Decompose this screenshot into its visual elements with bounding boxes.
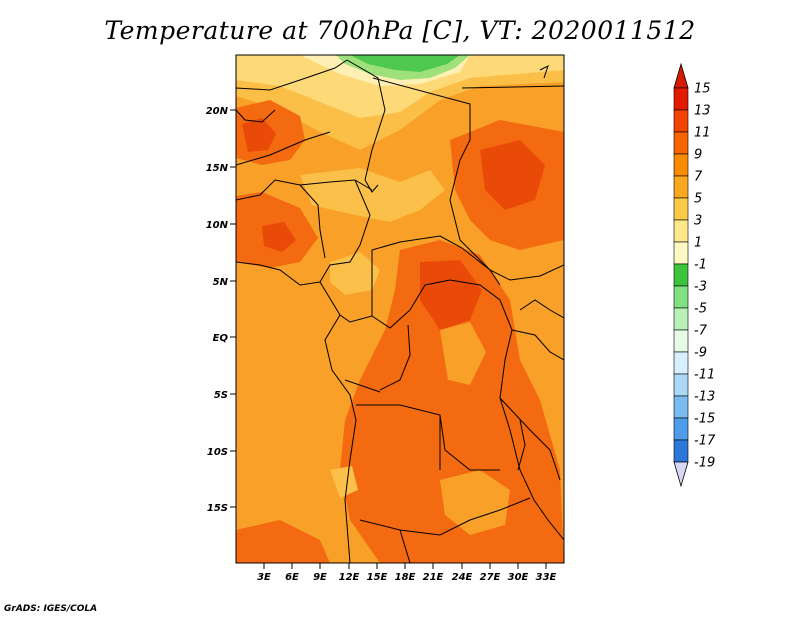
lon-tick-label: 30E (508, 572, 529, 583)
colorbar-under-triangle (673, 461, 689, 488)
colorbar-segment (673, 263, 689, 287)
lat-tick-label: 5N (213, 277, 229, 288)
colorbar-label: -7 (694, 324, 708, 339)
latitude-axis: 20N 15N 10N 5N EQ 5S 10S 15S (206, 106, 236, 514)
colorbar-label: -1 (694, 258, 707, 273)
colorbar-label: 11 (694, 126, 711, 141)
lon-tick-label: 9E (313, 572, 327, 583)
colorbar-label: -15 (694, 412, 715, 427)
map-title: Temperature at 700hPa [C], VT: 202001151… (104, 16, 696, 45)
colorbar-label: 5 (694, 192, 702, 207)
lon-tick-label: 18E (395, 572, 416, 583)
lat-tick-label: 10N (206, 220, 229, 231)
colorbar-label: 7 (694, 170, 703, 185)
lat-tick-label: 5S (214, 390, 228, 401)
colorbar-segment (673, 351, 689, 375)
lat-tick-label: 15S (207, 503, 228, 514)
lon-tick-label: 15E (367, 572, 388, 583)
lat-tick-label: 15N (206, 163, 229, 174)
colorbar-segment (673, 109, 689, 133)
coastlines-and-borders (236, 59, 564, 563)
colorbar-label: 1 (694, 236, 702, 251)
lon-tick-label: 33E (536, 572, 557, 583)
colorbar-segment (673, 329, 689, 353)
colorbar-segment (673, 373, 689, 397)
lon-tick-label: 27E (480, 572, 501, 583)
colorbar-segment (673, 197, 689, 221)
colorbar-over-triangle (673, 62, 689, 89)
colorbar-segment (673, 417, 689, 441)
grads-credit: GrADS: IGES/COLA (4, 604, 98, 614)
colorbar-segment (673, 241, 689, 265)
colorbar-label: 9 (694, 148, 702, 163)
colorbar-label: -19 (694, 456, 715, 471)
map-frame (235, 54, 565, 564)
colorbar-label: -5 (694, 302, 707, 317)
lat-tick-label: EQ (213, 333, 229, 344)
colorbar-segment (673, 307, 689, 331)
lon-tick-label: 6E (285, 572, 299, 583)
colorbar-segment (673, 87, 689, 111)
colorbar-segment (673, 285, 689, 309)
colorbar-label: -13 (694, 390, 715, 405)
colorbar-label: -11 (694, 368, 715, 383)
colorbar-label: -9 (694, 346, 707, 361)
longitude-axis: 3E 6E 9E 12E 15E 18E 21E 24E 27E 30E 33E (257, 563, 557, 583)
colorbar-label: 13 (694, 104, 711, 119)
colorbar-segment (673, 219, 689, 243)
lat-tick-label: 10S (207, 447, 228, 458)
colorbar: 15 13 11 9 7 5 3 1 -1 -3 -5 -7 -9 -11 -13 -15 -17 -19 (673, 62, 716, 488)
colorbar-label: -3 (694, 280, 707, 295)
temperature-field (236, 55, 564, 563)
colorbar-label: 3 (694, 214, 702, 229)
colorbar-label: -17 (694, 434, 716, 449)
lon-tick-label: 3E (257, 572, 271, 583)
colorbar-segment (673, 153, 689, 177)
lon-tick-label: 12E (339, 572, 360, 583)
colorbar-segment (673, 439, 689, 463)
colorbar-segment (673, 131, 689, 155)
lon-tick-label: 21E (423, 572, 444, 583)
colorbar-segment (673, 395, 689, 419)
lon-tick-label: 24E (452, 572, 473, 583)
colorbar-label: 15 (694, 82, 711, 97)
lat-tick-label: 20N (206, 106, 229, 117)
colorbar-segment (673, 175, 689, 199)
